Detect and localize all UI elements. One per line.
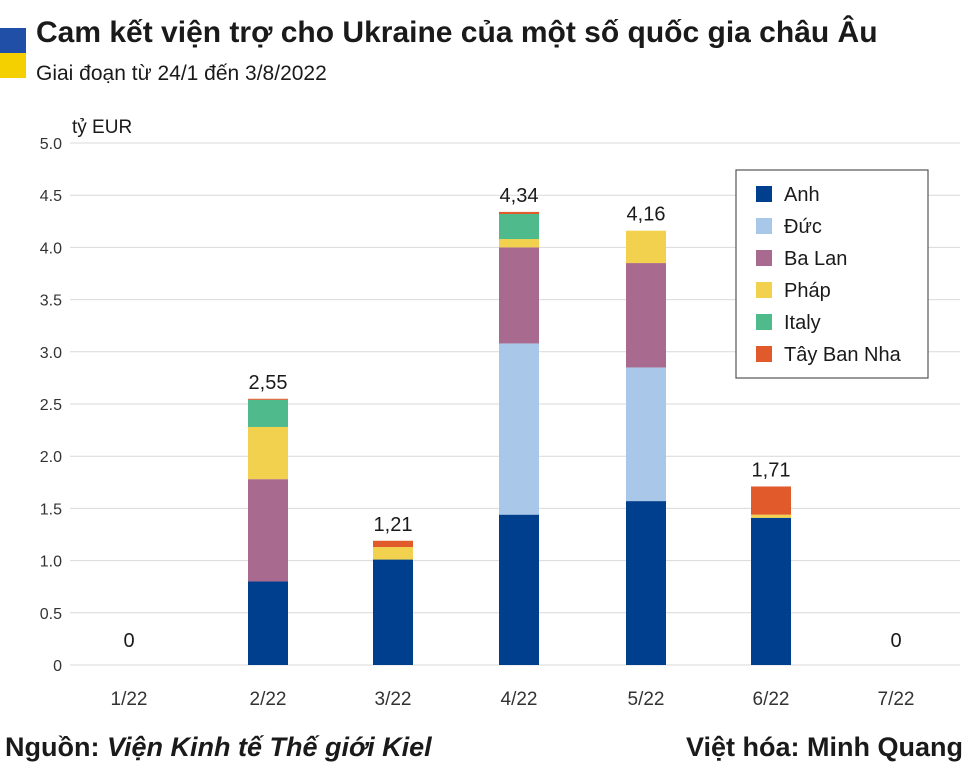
chart-subtitle: Giai đoạn từ 24/1 đến 3/8/2022 — [36, 62, 327, 85]
bar-segment — [626, 501, 666, 665]
x-tick-label: 7/22 — [878, 689, 915, 710]
legend-swatch — [756, 218, 772, 234]
y-tick-label: 3.0 — [40, 345, 62, 362]
legend-label: Italy — [784, 312, 821, 334]
bar-segment — [499, 239, 539, 248]
x-tick-label: 6/22 — [753, 689, 790, 710]
flag-yellow-stripe — [0, 53, 26, 78]
y-tick-label: 3.5 — [40, 293, 62, 310]
total-data-label: 2,55 — [249, 372, 288, 394]
y-tick-label: 1.5 — [40, 501, 62, 518]
y-tick-label: 1.0 — [40, 554, 62, 571]
bar-segment — [751, 486, 791, 515]
stacked-bar-chart: 0 0.5 1.0 1.5 2.0 2.5 3.0 3.5 4.0 4.5 5.0 tỷ EUR 0 1/… — [40, 117, 960, 710]
bar-segment — [248, 399, 288, 427]
bar-segment — [499, 213, 539, 240]
x-tick-label: 3/22 — [375, 689, 412, 710]
chart-title: Cam kết viện trợ cho Ukraine của một số … — [36, 16, 878, 49]
x-tick-label: 5/22 — [628, 689, 665, 710]
bar-segment — [626, 367, 666, 502]
bar-segment — [373, 540, 413, 548]
bar-segment — [248, 426, 288, 480]
flag-blue-stripe — [0, 28, 26, 53]
y-tick-label: 0 — [53, 658, 62, 675]
bar-segment — [248, 479, 288, 582]
source-name: Viện Kinh tế Thế giới Kiel — [106, 732, 432, 762]
total-data-label: 4,16 — [627, 204, 666, 226]
legend-swatch — [756, 186, 772, 202]
legend-box — [735, 169, 929, 379]
bar-segment — [751, 514, 791, 518]
legend-label: Ba Lan — [784, 248, 847, 270]
x-tick-label: 2/22 — [250, 689, 287, 710]
total-data-label: 4,34 — [500, 185, 539, 207]
bar-segment — [499, 343, 539, 515]
y-tick-label: 4.5 — [40, 188, 62, 205]
bar-segment — [499, 247, 539, 344]
y-axis-label: tỷ EUR — [72, 117, 132, 138]
legend-swatch — [756, 282, 772, 298]
source-label: Nguồn: — [5, 732, 107, 762]
x-tick-label: 1/22 — [111, 689, 148, 710]
legend-label: Tây Ban Nha — [784, 344, 902, 366]
bar-segment — [373, 559, 413, 665]
bar-segment — [626, 263, 666, 368]
translation-credit: Việt hóa: Minh Quang — [685, 732, 963, 762]
total-data-label: 1,71 — [752, 459, 791, 481]
total-data-label: 1,21 — [374, 514, 413, 536]
bar-segment — [373, 547, 413, 560]
y-tick-label: 4.0 — [40, 240, 62, 257]
legend-swatch — [756, 314, 772, 330]
bar-segment — [248, 581, 288, 665]
legend-label: Đức — [784, 216, 822, 238]
source-note: Nguồn: Viện Kinh tế Thế giới Kiel — [5, 732, 432, 763]
total-data-label: 0 — [123, 630, 134, 652]
legend-label: Pháp — [784, 280, 831, 302]
y-tick-label: 5.0 — [40, 136, 62, 153]
y-tick-label: 2.0 — [40, 449, 62, 466]
legend-label: Anh — [784, 184, 820, 206]
y-tick-label: 0.5 — [40, 606, 62, 623]
total-data-label: 0 — [890, 630, 901, 652]
legend-swatch — [756, 346, 772, 362]
bar-segment — [248, 398, 288, 400]
bar-segment — [499, 211, 539, 214]
x-tick-label: 4/22 — [501, 689, 538, 710]
bar-segment — [751, 517, 791, 665]
bar-segment — [626, 230, 666, 264]
legend-swatch — [756, 250, 772, 266]
bar-segment — [499, 514, 539, 665]
ukraine-flag-icon — [0, 28, 26, 78]
y-tick-label: 2.5 — [40, 397, 62, 414]
